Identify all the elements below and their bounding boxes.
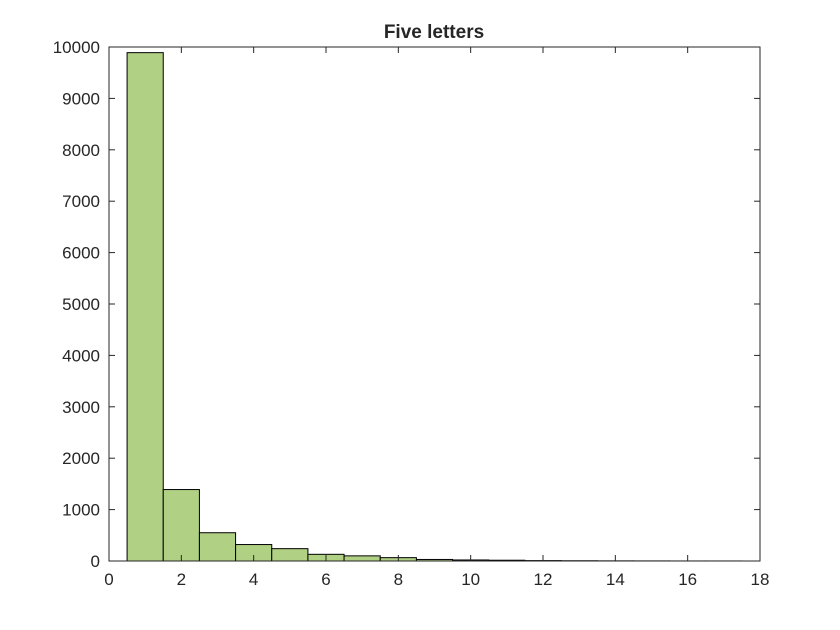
y-tick-label: 7000	[62, 192, 100, 211]
y-tick-label: 3000	[62, 398, 100, 417]
histogram-bar	[162, 489, 200, 562]
x-tick-label: 12	[534, 570, 553, 589]
x-tick-label: 16	[678, 570, 697, 589]
x-tick-label: 14	[606, 570, 625, 589]
y-tick-label: 10000	[53, 38, 100, 57]
y-tick-label: 1000	[62, 501, 100, 520]
y-axis: 0 1000 2000 3000 4000 5000 6000 7000 8000 9000 100…	[53, 38, 760, 571]
bars-group	[126, 52, 743, 562]
y-tick-label: 9000	[62, 89, 100, 108]
chart-title: Five letters	[384, 22, 484, 43]
y-tick-label: 2000	[62, 449, 100, 468]
y-tick-label: 8000	[62, 141, 100, 160]
plot-area	[108, 46, 761, 562]
histogram-bar	[271, 548, 309, 562]
x-axis: 0 2 4 6 8 10 12 14 16 18	[104, 47, 769, 589]
x-tick-label: 8	[394, 570, 403, 589]
x-tick-label: 6	[321, 570, 330, 589]
x-tick-label: 2	[177, 570, 186, 589]
y-tick-label: 5000	[62, 295, 100, 314]
x-tick-label: 0	[104, 570, 113, 589]
x-tick-label: 4	[249, 570, 258, 589]
histogram-bar	[126, 52, 164, 562]
y-tick-label: 0	[91, 552, 100, 571]
histogram-bar	[198, 532, 237, 562]
y-tick-label: 4000	[62, 346, 100, 365]
x-tick-label: 18	[751, 570, 770, 589]
histogram-bar	[343, 555, 381, 562]
y-tick-label: 6000	[62, 244, 100, 263]
x-tick-label: 10	[461, 570, 480, 589]
